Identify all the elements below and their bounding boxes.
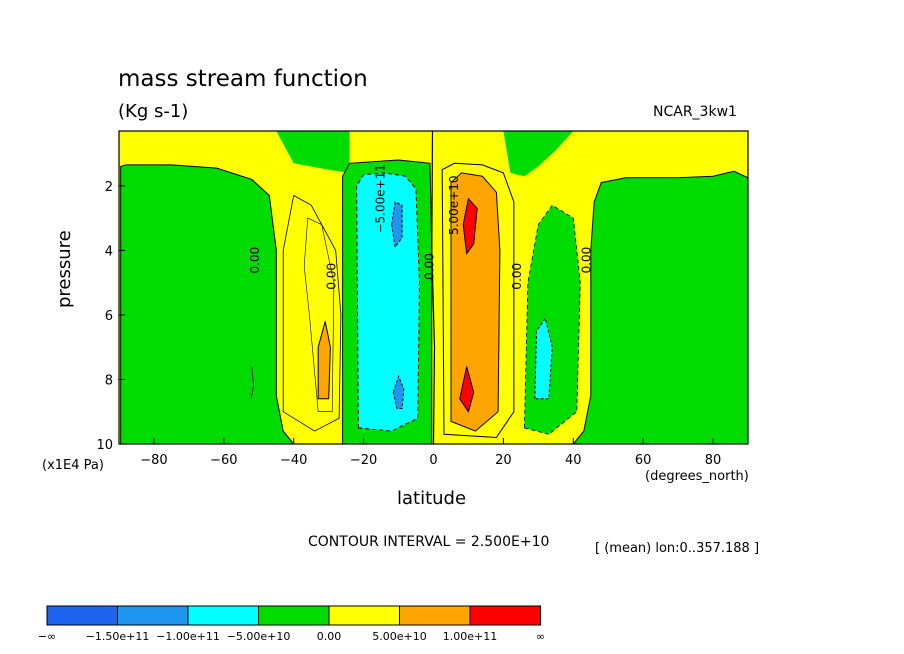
contour-label: 0.00 xyxy=(248,247,262,274)
south-hadley-cyan xyxy=(356,172,421,432)
colorbar-label: −1.00e+11 xyxy=(156,630,220,643)
y-axis-units: (x1E4 Pa) xyxy=(42,458,104,473)
region-north-green xyxy=(572,170,749,445)
contour-interval-text: CONTOUR INTERVAL = 2.500E+10 xyxy=(308,534,550,550)
colorbar-label: 0.00 xyxy=(317,630,342,643)
south-ferrel-core xyxy=(317,321,331,400)
x-tick-label: −20 xyxy=(350,453,377,468)
colorbar-label: −5.00e+10 xyxy=(227,630,291,643)
axes: −80 −60 −40 −20 0 20 40 60 80 2 4 6 8 10 xyxy=(96,180,721,468)
x-tick-label: 80 xyxy=(705,453,722,468)
model-name: NCAR_3kw1 xyxy=(653,104,737,120)
contour-label: −5.00e+11 xyxy=(374,164,388,233)
chart-units: (Kg s-1) xyxy=(118,101,189,122)
colorbar-label: 1.00e+11 xyxy=(443,630,497,643)
contour-labels: 0.00 0.00 −5.00e+11 0.00 5.00e+10 0.00 0.00 xyxy=(248,164,594,290)
colorbar-swatch xyxy=(399,605,471,626)
x-tick-label: 20 xyxy=(495,453,512,468)
y-tick-label: 4 xyxy=(105,244,113,259)
upper-tongue-north xyxy=(503,131,574,177)
x-tick-label: −40 xyxy=(280,453,307,468)
north-hadley-core-lower xyxy=(459,366,475,413)
x-tick-label: 40 xyxy=(565,453,582,468)
contour-label: 0.00 xyxy=(580,247,594,274)
north-ferrel-core xyxy=(534,316,553,400)
x-axis-label: latitude xyxy=(397,488,467,509)
colorbar-swatch xyxy=(46,605,118,626)
upper-tongue-south xyxy=(276,131,350,173)
x-tick-label: −60 xyxy=(210,453,237,468)
zero-line-equator xyxy=(431,130,436,445)
y-tick-label: 10 xyxy=(96,438,113,453)
north-hadley-orange xyxy=(450,172,501,432)
contour-plot xyxy=(118,130,749,445)
colorbar-swatch xyxy=(469,605,541,626)
contour-label: 5.00e+10 xyxy=(447,175,461,234)
chart-title: mass stream function xyxy=(118,66,368,92)
south-hadley-core-upper xyxy=(391,201,403,249)
y-tick-label: 8 xyxy=(105,373,113,388)
x-tick-label: −80 xyxy=(140,453,167,468)
colorbar-swatch xyxy=(328,605,400,626)
colorbar-label: 5.00e+10 xyxy=(372,630,426,643)
colorbar-label: −∞ xyxy=(38,630,56,643)
colorbar-swatch xyxy=(258,605,330,626)
colorbar-swatch xyxy=(187,605,259,626)
north-hadley-core-upper xyxy=(462,197,478,255)
x-axis-units: (degrees_north) xyxy=(645,469,749,484)
colorbar-swatch xyxy=(117,605,189,626)
y-tick-label: 2 xyxy=(105,180,113,195)
zero-line-wiggle xyxy=(250,366,254,399)
south-hadley-core-lower xyxy=(392,374,405,409)
y-tick-label: 6 xyxy=(105,309,113,324)
colorbar-label: −1.50e+11 xyxy=(86,630,150,643)
x-tick-label: 0 xyxy=(429,453,437,468)
contour-label: 0.00 xyxy=(325,263,339,290)
region-south-green xyxy=(120,164,295,445)
contour-label: 0.00 xyxy=(423,253,437,280)
x-tick-label: 60 xyxy=(635,453,652,468)
contour-label: 0.00 xyxy=(510,263,524,290)
mean-info-text: [ (mean) lon:0..357.188 ] xyxy=(595,541,760,556)
south-ferrel-contour xyxy=(303,217,335,412)
colorbar: −∞ −1.50e+11 −1.00e+11 −5.00e+10 0.00 5.00e+1… xyxy=(38,605,545,643)
colorbar-label: ∞ xyxy=(536,630,545,643)
